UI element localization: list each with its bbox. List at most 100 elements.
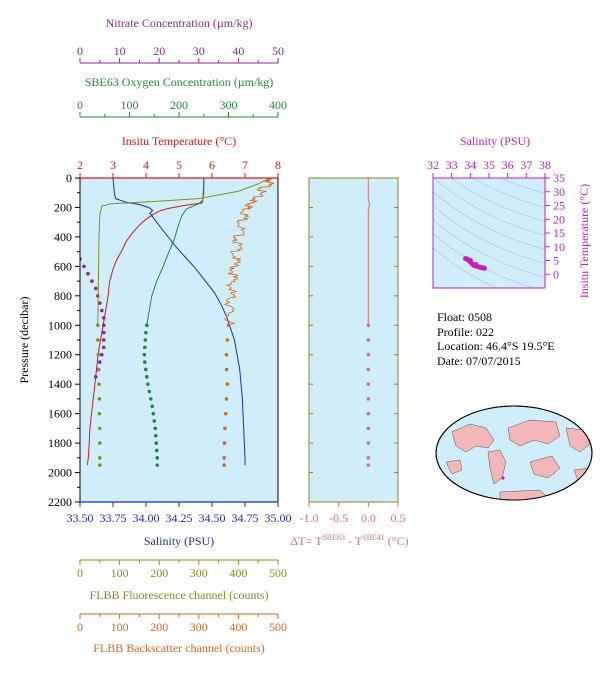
ts-salinity-axis-label: Salinity (PSU) — [460, 134, 530, 148]
oxygen-dot-3-14 — [153, 426, 158, 431]
ts-point-10 — [467, 257, 473, 264]
pressure-tick-label-10: 2000 — [48, 466, 72, 480]
oxygen-tick-label-0: 0 — [77, 98, 83, 112]
temperature-tick-label-2: 4 — [143, 158, 149, 172]
nitrate-dot-4-13 — [99, 352, 104, 357]
oxygen-tick-label-3: 300 — [220, 98, 238, 112]
pressure-tick-label-3: 600 — [54, 259, 72, 273]
delta-plot-area — [309, 178, 398, 502]
ts-temp-tick-label-4: 20 — [553, 212, 565, 226]
backscatter-dot-8-6 — [223, 411, 228, 416]
oxygen-dot-3-11 — [150, 404, 155, 409]
ts-point-11 — [473, 262, 479, 268]
delta-label-part-0: ΔT= T — [290, 534, 323, 548]
delta-label-part-3: SBE41 — [362, 533, 385, 542]
oxygen-dot-3-6 — [144, 367, 148, 372]
delta-label-part-1: SBE63 — [322, 533, 345, 542]
backscatter-dot-8-0 — [226, 323, 231, 328]
ts-sal-tick-label-1: 33 — [446, 158, 458, 172]
nitrate-dot-4-16 — [94, 375, 98, 379]
nitrate-dot-4-14 — [98, 360, 102, 364]
backscatter-axis-label: FLBB Backscatter channel (counts) — [93, 641, 265, 655]
land-shape-6 — [445, 459, 463, 475]
salinity-tick-label-3: 34.25 — [166, 511, 193, 525]
nitrate-tick-label-4: 40 — [232, 44, 244, 58]
world-map-ocean — [435, 405, 593, 501]
oxygen-dot-3-8 — [146, 382, 150, 386]
backscatter-dot-8-4 — [225, 382, 230, 386]
backscatter-dot-8-10 — [222, 463, 226, 467]
density-contour-14 — [423, 42, 555, 112]
nitrate-dot-4-10 — [101, 330, 106, 335]
salinity-tick-label-6: 35.00 — [265, 511, 292, 525]
fluorescence-profile-line-5 — [97, 178, 271, 326]
delta-t-dot-8 — [366, 441, 371, 445]
land-shape-3 — [529, 455, 561, 479]
delta-tick-label-0: -1.0 — [300, 511, 319, 525]
oxygen-dot-3-13 — [152, 419, 157, 423]
oxygen-profile-line-2 — [146, 178, 205, 326]
land-shape-5 — [573, 467, 592, 487]
backscatter-dot-8-1 — [225, 338, 230, 342]
ts-temperature-axis-label: Insitu Temperature (°C) — [577, 184, 591, 298]
oxygen-tick-label-1: 100 — [121, 98, 139, 112]
delta-t-dot-3 — [366, 367, 371, 372]
fluorescence-tick-label-4: 400 — [229, 566, 247, 580]
pressure-tick-label-8: 1600 — [48, 407, 72, 421]
oxygen-dot-3-3 — [143, 345, 147, 350]
nitrate-dot-4-7 — [99, 308, 104, 313]
delta-t-dot-4 — [366, 382, 371, 386]
ts-sal-tick-label-5: 37 — [520, 158, 532, 172]
temperature-axis-label: Insitu Temperature (°C) — [122, 134, 236, 148]
nitrate-dot-4-12 — [101, 345, 106, 350]
pressure-tick-label-6: 1200 — [48, 348, 72, 362]
fluorescence-dot-6-7 — [98, 426, 102, 431]
salinity-tick-label-2: 34.00 — [133, 511, 160, 525]
fluorescence-dot-6-1 — [96, 338, 100, 342]
fluorescence-axis-label: FLBB Fluorescence channel (counts) — [90, 588, 269, 602]
fluorescence-tick-label-3: 300 — [190, 566, 208, 580]
density-contour-12 — [423, 70, 555, 140]
density-contour-15 — [423, 28, 555, 98]
pressure-tick-label-11: 2200 — [48, 495, 72, 509]
delta-t-dot-5 — [366, 397, 371, 401]
nitrate-dot-4-9 — [101, 323, 106, 328]
oxygen-dot-3-17 — [154, 448, 159, 453]
temperature-tick-label-5: 7 — [242, 158, 248, 172]
temperature-tick-label-4: 6 — [209, 158, 215, 172]
ts-temp-tick-label-6: 30 — [553, 185, 565, 199]
temperature-tick-label-0: 2 — [77, 158, 83, 172]
oxygen-dot-3-9 — [147, 389, 152, 394]
ts-temp-tick-label-3: 15 — [553, 226, 565, 240]
fluorescence-tick-label-2: 200 — [150, 566, 168, 580]
float-location-marker — [501, 476, 505, 480]
fluorescence-dot-6-6 — [97, 411, 102, 416]
ts-temp-tick-label-2: 10 — [553, 240, 565, 254]
density-contour-3 — [433, 204, 545, 264]
temperature-tick-label-6: 8 — [275, 158, 281, 172]
ts-plot-area — [433, 178, 545, 288]
salinity-axis-label: Salinity (PSU) — [144, 534, 214, 548]
backscatter-tick-label-2: 200 — [150, 620, 168, 634]
delta-t-line — [367, 178, 371, 326]
nitrate-tick-label-2: 20 — [153, 44, 165, 58]
oxygen-dot-3-5 — [143, 360, 147, 364]
nitrate-dot-4-2 — [86, 271, 90, 276]
backscatter-tick-label-5: 500 — [269, 620, 287, 634]
oxygen-tick-label-2: 200 — [170, 98, 188, 112]
ts-sal-tick-label-4: 36 — [502, 158, 514, 172]
pressure-tick-label-1: 200 — [54, 200, 72, 214]
density-contour-4 — [433, 190, 545, 250]
density-contour-13 — [423, 56, 555, 126]
oxygen-dot-3-15 — [153, 433, 158, 438]
oxygen-axis-label: SBE63 Oxygen Concentration (µm/kg) — [85, 75, 274, 89]
pressure-tick-label-5: 1000 — [48, 318, 72, 332]
land-shape-2 — [507, 419, 561, 447]
delta-tick-label-2: 0.0 — [361, 511, 376, 525]
nitrate-dot-4-3 — [90, 279, 94, 283]
delta-t-dot-0 — [366, 323, 371, 328]
info-date: Date: 07/07/2015 — [437, 353, 521, 368]
nitrate-tick-label-1: 10 — [114, 44, 126, 58]
nitrate-dot-4-6 — [98, 301, 102, 305]
ts-point-9 — [481, 265, 487, 271]
